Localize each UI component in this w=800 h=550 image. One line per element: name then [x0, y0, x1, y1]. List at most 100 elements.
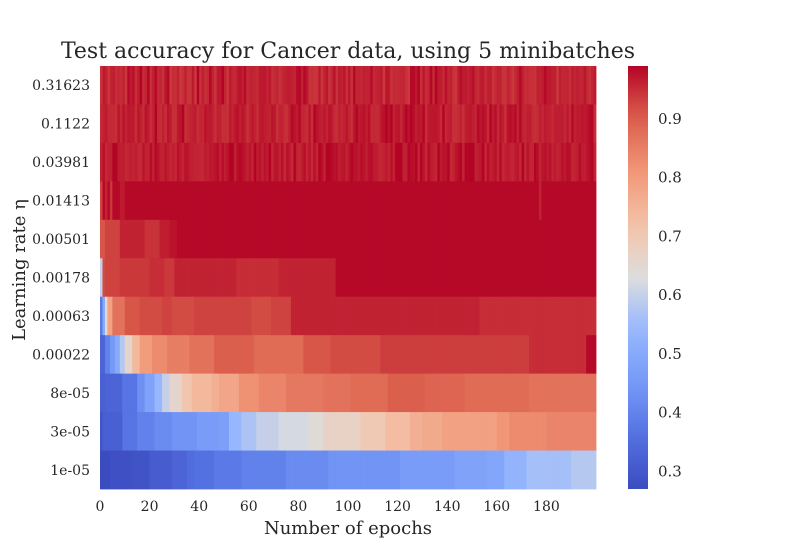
- heatmap-cell: [509, 412, 513, 451]
- heatmap-cell: [164, 450, 168, 490]
- heatmap-cell: [204, 66, 208, 105]
- heatmap-cell: [548, 296, 552, 336]
- heatmap-cell: [504, 181, 508, 221]
- heatmap-cell: [489, 181, 493, 221]
- heatmap-cell: [506, 335, 510, 375]
- heatmap-cell: [211, 181, 215, 221]
- heatmap-cell: [449, 412, 453, 451]
- heatmap-cell: [209, 296, 212, 336]
- heatmap-cell: [154, 412, 158, 451]
- heatmap-cell: [491, 258, 495, 298]
- heatmap-cell: [390, 219, 394, 259]
- heatmap-cell: [290, 335, 294, 375]
- heatmap-cell: [343, 450, 346, 490]
- heatmap-cell: [179, 66, 183, 105]
- heatmap-cell: [124, 66, 128, 105]
- heatmap-cell: [419, 258, 423, 298]
- heatmap-cell: [132, 335, 136, 375]
- heatmap-cell: [345, 66, 349, 105]
- heatmap-cell: [142, 181, 146, 221]
- heatmap-cell: [209, 450, 212, 490]
- heatmap-cell: [464, 450, 468, 490]
- heatmap-cell: [216, 219, 220, 259]
- heatmap-cell: [464, 104, 468, 144]
- heatmap-cell: [407, 335, 411, 375]
- heatmap-cell: [233, 142, 237, 182]
- heatmap-cell: [529, 181, 532, 221]
- heatmap-cell: [191, 104, 195, 144]
- heatmap-cell: [405, 66, 408, 105]
- heatmap-cell: [526, 66, 530, 105]
- heatmap-cell: [268, 258, 272, 298]
- heatmap-cell: [581, 450, 584, 490]
- heatmap-cell: [561, 142, 565, 182]
- heatmap-cell: [325, 335, 329, 375]
- heatmap-cell: [263, 373, 267, 413]
- heatmap-cell: [489, 104, 493, 144]
- heatmap-cell: [144, 450, 148, 490]
- heatmap-cell: [273, 219, 277, 259]
- heatmap-cell: [375, 66, 379, 105]
- heatmap-cell: [181, 412, 185, 451]
- heatmap-cell: [325, 258, 329, 298]
- heatmap-cell: [340, 450, 344, 490]
- heatmap-cell: [127, 412, 131, 451]
- heatmap-cell: [204, 258, 208, 298]
- heatmap-cell: [429, 142, 433, 182]
- heatmap-cell: [258, 104, 262, 144]
- heatmap-cell: [243, 104, 247, 144]
- heatmap-cell: [390, 296, 394, 336]
- heatmap-cell: [355, 181, 359, 221]
- heatmap-cell: [501, 335, 505, 375]
- heatmap-cell: [226, 335, 230, 375]
- heatmap-cell: [238, 219, 242, 259]
- heatmap-cell: [387, 450, 391, 490]
- heatmap-cell: [444, 335, 448, 375]
- heatmap-cell: [459, 335, 463, 375]
- heatmap-cell: [295, 296, 299, 336]
- heatmap-cell: [251, 219, 255, 259]
- heatmap-cell: [400, 450, 403, 490]
- heatmap-cell: [524, 104, 527, 144]
- heatmap-cell: [231, 450, 235, 490]
- heatmap-cell: [132, 181, 136, 221]
- heatmap-cell: [414, 373, 418, 413]
- heatmap-cell: [201, 142, 205, 182]
- heatmap-cell: [521, 66, 525, 105]
- heatmap-cell: [427, 335, 431, 375]
- heatmap-cell: [194, 142, 198, 182]
- heatmap-cell: [214, 373, 217, 413]
- heatmap-cell: [219, 450, 222, 490]
- heatmap-cell: [209, 258, 212, 298]
- heatmap-cell: [147, 181, 150, 221]
- heatmap-cell: [122, 219, 126, 259]
- heatmap-cell: [186, 258, 190, 298]
- heatmap-cell: [305, 142, 309, 182]
- heatmap-cell: [134, 373, 138, 413]
- heatmap-cell: [290, 258, 294, 298]
- heatmap-cell: [333, 142, 336, 182]
- heatmap-cell: [385, 258, 389, 298]
- heatmap-cell: [159, 335, 163, 375]
- heatmap-cell: [253, 219, 257, 259]
- heatmap-cell: [310, 142, 314, 182]
- heatmap-cell: [367, 373, 371, 413]
- heatmap-cell: [186, 450, 190, 490]
- heatmap-cell: [385, 412, 389, 451]
- heatmap-cell: [377, 181, 381, 221]
- heatmap-cell: [457, 219, 460, 259]
- heatmap-cell: [139, 373, 143, 413]
- heatmap-cell: [157, 450, 160, 490]
- heatmap-cell: [472, 335, 475, 375]
- heatmap-cell: [286, 258, 289, 298]
- heatmap-cell: [199, 335, 203, 375]
- heatmap-cell: [231, 373, 235, 413]
- heatmap-cell: [484, 219, 488, 259]
- heatmap-cell: [313, 373, 317, 413]
- heatmap-cell: [454, 66, 458, 105]
- heatmap-cell: [407, 258, 411, 298]
- heatmap-cell: [273, 66, 277, 105]
- heatmap-cell: [410, 258, 413, 298]
- heatmap-cell: [132, 296, 136, 336]
- heatmap-cell: [407, 219, 411, 259]
